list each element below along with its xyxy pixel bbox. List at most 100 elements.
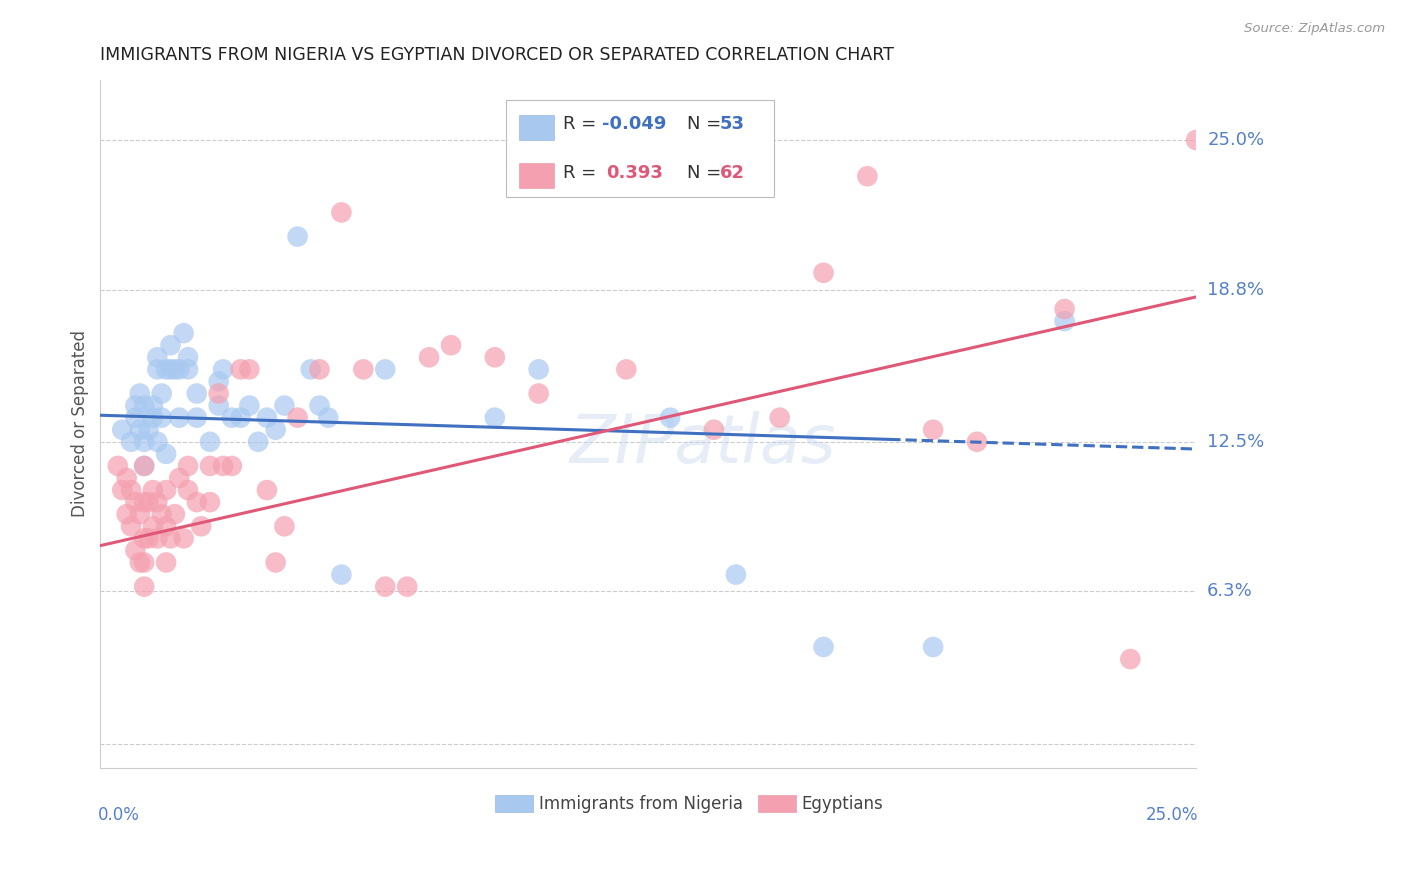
Point: [484, 351, 506, 365]
Point: [134, 434, 156, 449]
Point: [264, 423, 287, 437]
Point: [150, 386, 173, 401]
Point: [769, 410, 792, 425]
Point: [1053, 301, 1076, 316]
Point: [221, 458, 243, 473]
Point: [352, 362, 374, 376]
Text: 0.0%: 0.0%: [98, 805, 141, 823]
Point: [134, 458, 156, 473]
Point: [287, 410, 309, 425]
Point: [142, 519, 165, 533]
Point: [198, 434, 221, 449]
Point: [238, 399, 260, 413]
Point: [922, 640, 945, 654]
Point: [177, 483, 200, 497]
Point: [124, 410, 146, 425]
Point: [1119, 652, 1142, 666]
Point: [128, 507, 150, 521]
Point: [527, 362, 550, 376]
Text: IMMIGRANTS FROM NIGERIA VS EGYPTIAN DIVORCED OR SEPARATED CORRELATION CHART: IMMIGRANTS FROM NIGERIA VS EGYPTIAN DIVO…: [100, 46, 894, 64]
Point: [208, 386, 231, 401]
Point: [115, 507, 138, 521]
Point: [1053, 314, 1076, 328]
Point: [138, 495, 160, 509]
Point: [128, 386, 150, 401]
Text: 0.393: 0.393: [606, 163, 664, 182]
Point: [134, 399, 156, 413]
Point: [173, 532, 195, 546]
Point: [659, 410, 682, 425]
Text: 6.3%: 6.3%: [1208, 582, 1253, 600]
Point: [374, 580, 396, 594]
Point: [124, 399, 146, 413]
Point: [247, 434, 270, 449]
Point: [163, 362, 186, 376]
Text: 18.8%: 18.8%: [1208, 281, 1264, 299]
Text: ZIPatlas: ZIPatlas: [569, 411, 837, 477]
Point: [142, 399, 165, 413]
Point: [396, 580, 419, 594]
FancyBboxPatch shape: [495, 796, 533, 813]
Point: [134, 532, 156, 546]
Point: [111, 423, 134, 437]
Text: 53: 53: [720, 115, 744, 134]
Point: [167, 410, 190, 425]
Text: R =: R =: [562, 115, 602, 134]
Point: [177, 458, 200, 473]
Point: [155, 362, 177, 376]
Point: [966, 434, 988, 449]
FancyBboxPatch shape: [758, 796, 796, 813]
Point: [138, 532, 160, 546]
Point: [111, 483, 134, 497]
Text: R =: R =: [562, 163, 607, 182]
Point: [159, 532, 181, 546]
Point: [229, 362, 252, 376]
Point: [273, 519, 295, 533]
Point: [107, 458, 129, 473]
Point: [167, 471, 190, 485]
Point: [212, 362, 235, 376]
Point: [146, 434, 169, 449]
Point: [264, 556, 287, 570]
Point: [208, 399, 231, 413]
Y-axis label: Divorced or Separated: Divorced or Separated: [72, 330, 89, 517]
Point: [813, 266, 835, 280]
Point: [155, 447, 177, 461]
Point: [330, 205, 353, 219]
Point: [159, 338, 181, 352]
Point: [155, 519, 177, 533]
Point: [440, 338, 463, 352]
Point: [614, 362, 637, 376]
Point: [120, 519, 142, 533]
Point: [316, 410, 339, 425]
Point: [167, 362, 190, 376]
Text: -0.049: -0.049: [602, 115, 666, 134]
Text: 12.5%: 12.5%: [1208, 433, 1264, 450]
Point: [155, 556, 177, 570]
Point: [374, 362, 396, 376]
Point: [484, 410, 506, 425]
Point: [418, 351, 440, 365]
Point: [124, 543, 146, 558]
Point: [208, 375, 231, 389]
Point: [1185, 133, 1208, 147]
Point: [142, 483, 165, 497]
Point: [256, 410, 278, 425]
Point: [150, 410, 173, 425]
FancyBboxPatch shape: [519, 115, 554, 139]
Point: [527, 386, 550, 401]
Text: Source: ZipAtlas.com: Source: ZipAtlas.com: [1244, 22, 1385, 36]
Point: [146, 351, 169, 365]
FancyBboxPatch shape: [506, 100, 775, 196]
Point: [159, 362, 181, 376]
Point: [134, 556, 156, 570]
Text: 25.0%: 25.0%: [1146, 805, 1198, 823]
Point: [186, 495, 208, 509]
Point: [128, 556, 150, 570]
Point: [134, 458, 156, 473]
Point: [703, 423, 725, 437]
Point: [142, 410, 165, 425]
Point: [330, 567, 353, 582]
Text: Egyptians: Egyptians: [801, 795, 883, 814]
Point: [273, 399, 295, 413]
